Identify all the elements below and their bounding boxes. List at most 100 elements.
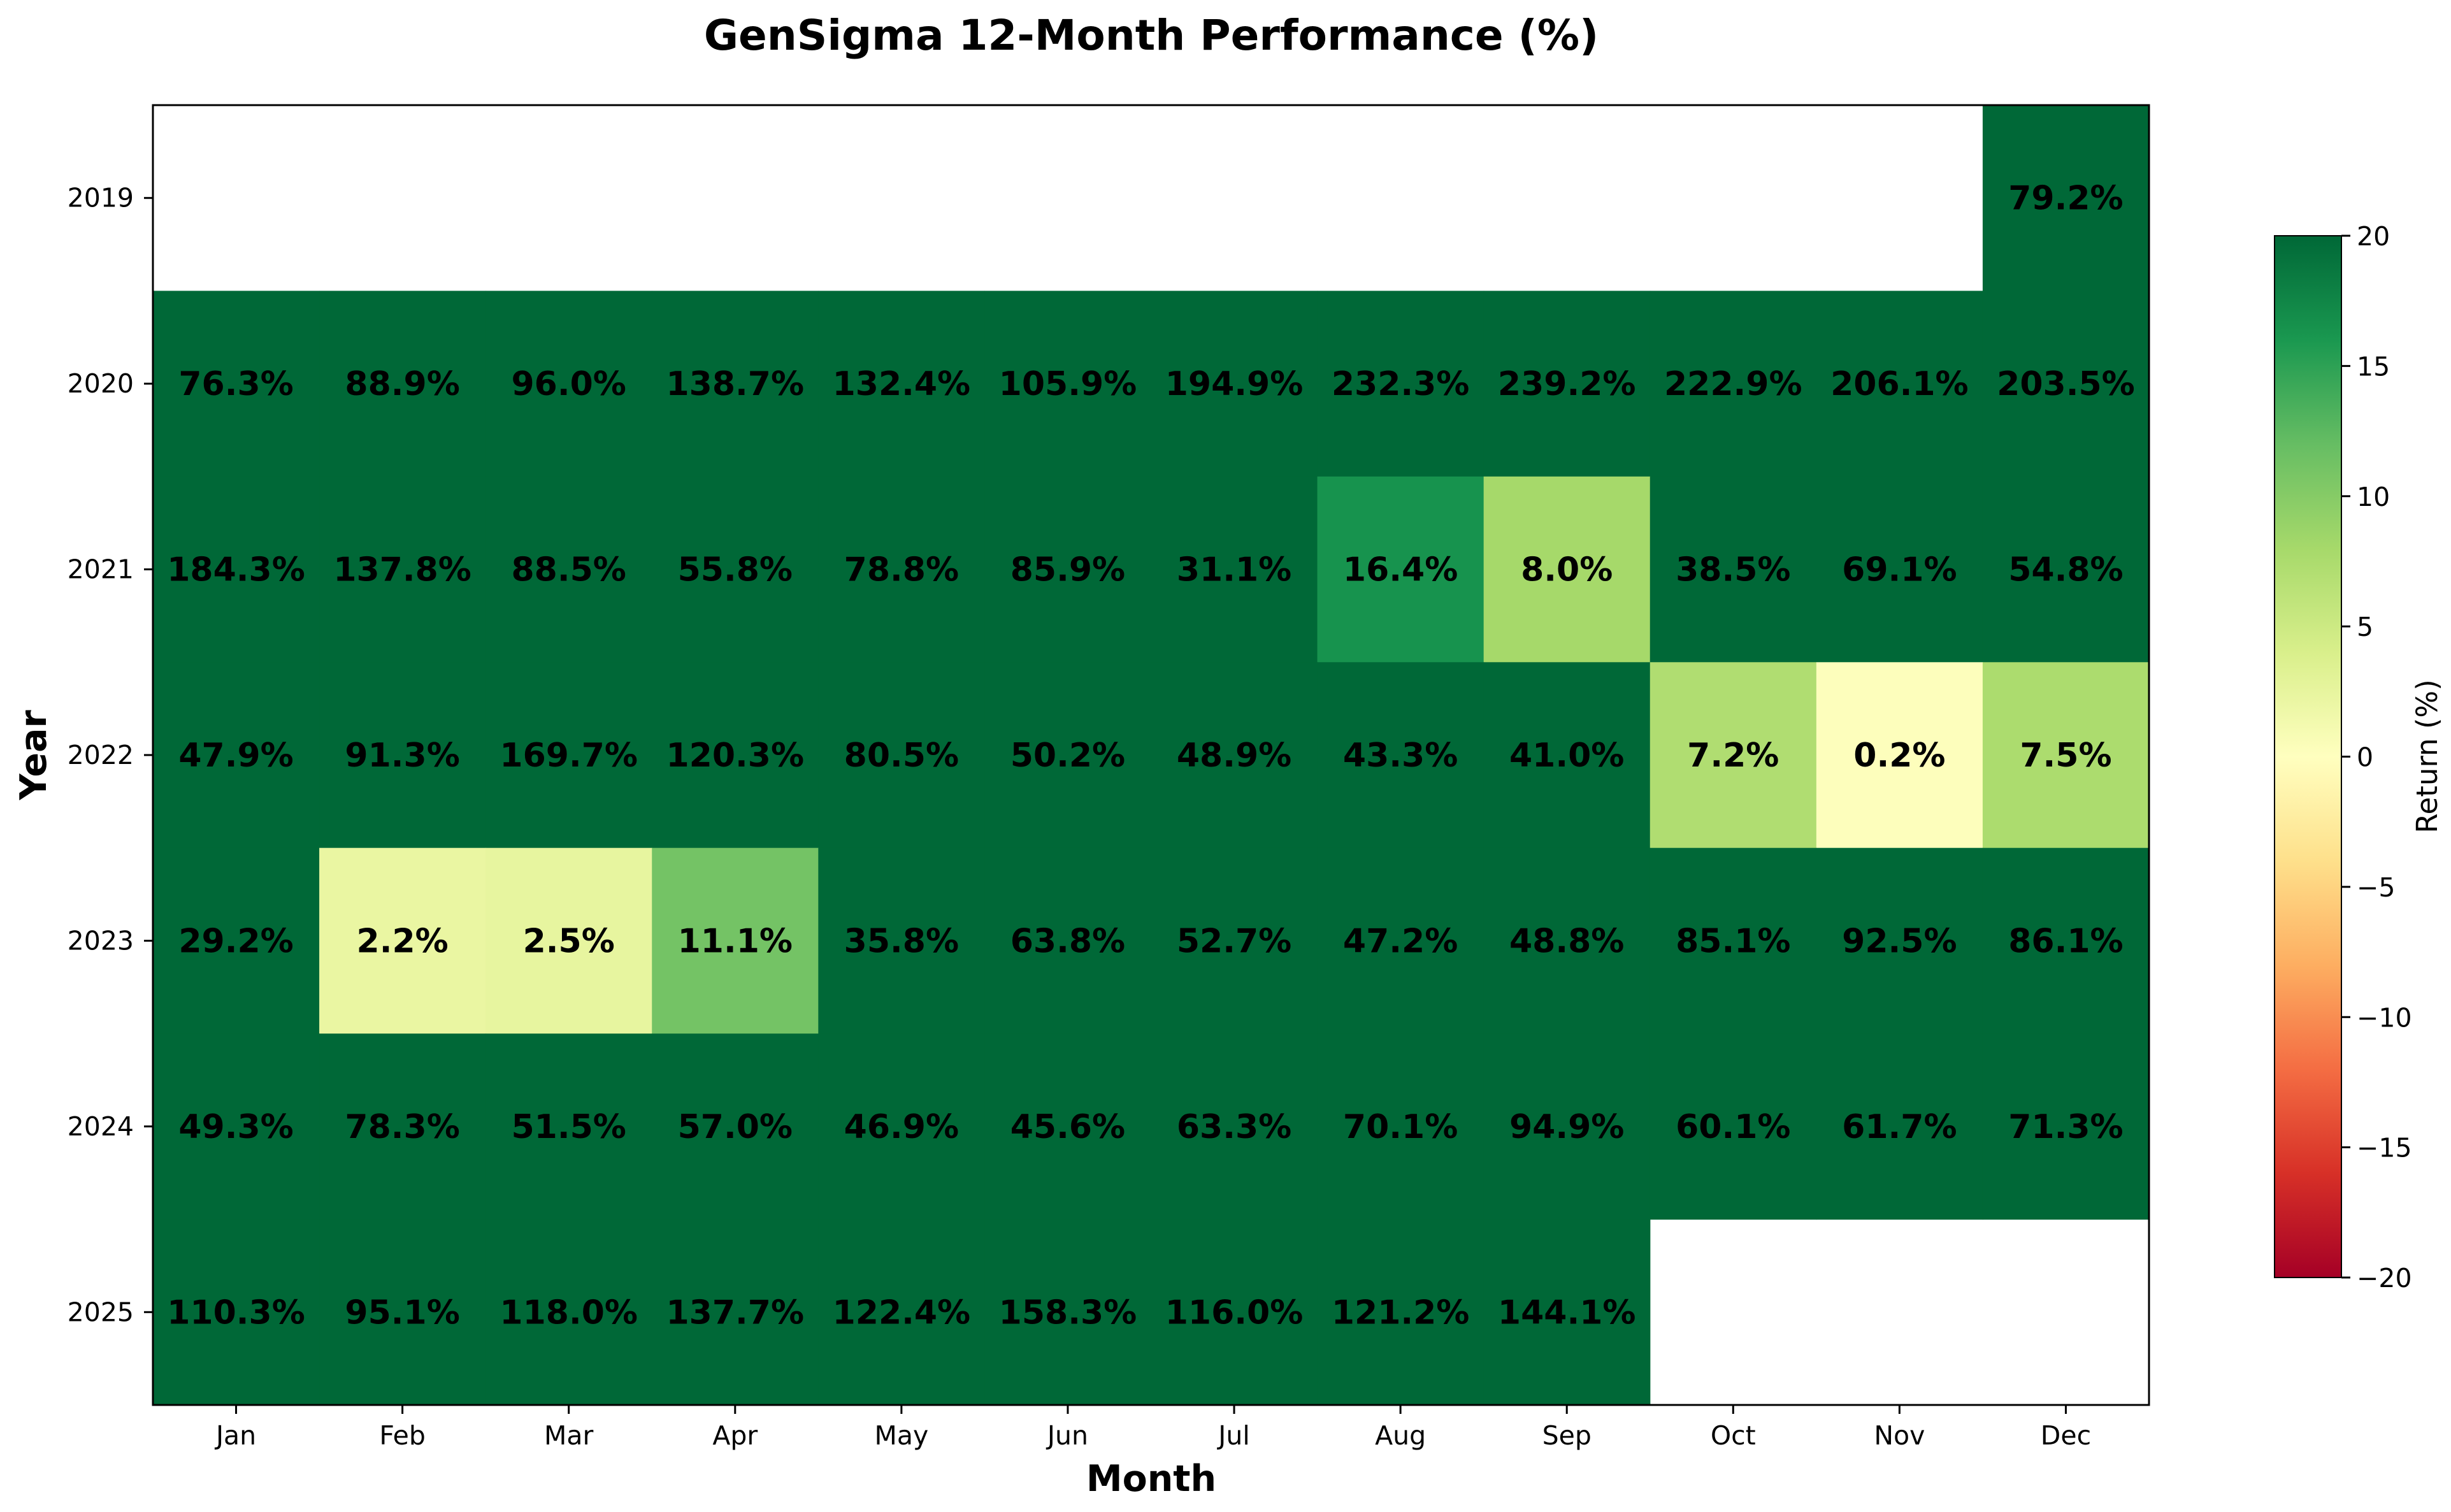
heatmap-cell bbox=[1650, 1033, 1817, 1220]
heatmap-cell bbox=[1317, 476, 1484, 663]
heatmap-cell bbox=[1816, 847, 1983, 1034]
colorbar-tick-label: 5 bbox=[2357, 612, 2373, 642]
heatmap-cell bbox=[1816, 476, 1983, 663]
heatmap-cell bbox=[1483, 476, 1651, 663]
y-tick-label: 2025 bbox=[68, 1297, 134, 1327]
cell-value-label: 47.9% bbox=[178, 737, 293, 775]
cell-value-label: 194.9% bbox=[1165, 365, 1304, 403]
x-tick-label: Mar bbox=[544, 1420, 593, 1451]
cell-value-label: 41.0% bbox=[1509, 737, 1624, 775]
cell-value-label: 132.4% bbox=[833, 365, 971, 403]
heatmap-cell bbox=[1483, 1033, 1651, 1220]
heatmap-cell bbox=[1650, 476, 1817, 663]
heatmap-cell bbox=[818, 291, 986, 477]
x-tick-label: May bbox=[874, 1420, 928, 1451]
cell-value-label: 49.3% bbox=[178, 1108, 293, 1146]
heatmap-cell bbox=[1151, 1219, 1318, 1406]
heatmap-cell bbox=[1650, 662, 1817, 849]
cell-value-label: 7.2% bbox=[1687, 737, 1779, 775]
heatmap-cell bbox=[319, 1219, 486, 1406]
cell-value-label: 88.5% bbox=[512, 551, 626, 589]
cell-value-label: 45.6% bbox=[1010, 1108, 1125, 1146]
cell-value-label: 232.3% bbox=[1332, 365, 1470, 403]
heatmap-cell bbox=[153, 1219, 320, 1406]
heatmap-cell bbox=[1483, 1219, 1651, 1406]
heatmap-cell bbox=[1151, 476, 1318, 663]
cell-value-label: 86.1% bbox=[2008, 922, 2123, 960]
cell-value-label: 94.9% bbox=[1509, 1108, 1624, 1146]
cell-value-label: 8.0% bbox=[1521, 551, 1613, 589]
cell-value-label: 138.7% bbox=[666, 365, 804, 403]
cell-value-label: 61.7% bbox=[1842, 1108, 1957, 1146]
heatmap-cell bbox=[1483, 291, 1651, 477]
cell-value-label: 203.5% bbox=[1997, 365, 2135, 403]
cell-value-label: 120.3% bbox=[666, 737, 804, 775]
cell-value-label: 52.7% bbox=[1177, 922, 1291, 960]
heatmap-cell bbox=[319, 291, 486, 477]
y-axis-ticks: 2019 2020 2021 2022 2023 2024 2025 bbox=[68, 183, 153, 1327]
cell-value-label: 110.3% bbox=[167, 1293, 305, 1332]
cell-value-label: 47.2% bbox=[1343, 922, 1458, 960]
colorbar-tick-label: −15 bbox=[2357, 1133, 2412, 1163]
cell-value-label: 51.5% bbox=[512, 1108, 626, 1146]
heatmap-cell bbox=[1151, 662, 1318, 849]
heatmap-cell bbox=[319, 476, 486, 663]
heatmap-cell bbox=[984, 291, 1152, 477]
heatmap-cell bbox=[1816, 662, 1983, 849]
cell-value-label: 144.1% bbox=[1498, 1293, 1636, 1332]
x-tick-label: Oct bbox=[1711, 1420, 1756, 1451]
cell-value-label: 118.0% bbox=[500, 1293, 638, 1332]
cell-value-label: 184.3% bbox=[167, 551, 305, 589]
heatmap-cell bbox=[1816, 291, 1983, 477]
cell-value-label: 96.0% bbox=[512, 365, 626, 403]
y-tick-label: 2021 bbox=[68, 554, 134, 585]
cell-value-label: 105.9% bbox=[999, 365, 1137, 403]
heatmap-cell bbox=[984, 662, 1152, 849]
heatmap-cell bbox=[1982, 476, 2150, 663]
cell-value-label: 46.9% bbox=[844, 1108, 959, 1146]
heatmap-cell bbox=[1650, 291, 1817, 477]
cell-value-label: 7.5% bbox=[2020, 737, 2111, 775]
x-tick-label: Jun bbox=[1046, 1420, 1088, 1451]
heatmap-cell bbox=[818, 662, 986, 849]
heatmap-cell bbox=[1650, 847, 1817, 1034]
x-tick-label: Sep bbox=[1542, 1420, 1592, 1451]
heatmap-cell bbox=[984, 1219, 1152, 1406]
cell-value-label: 88.9% bbox=[345, 365, 459, 403]
heatmap-cells bbox=[153, 105, 2150, 1406]
cell-value-label: 60.1% bbox=[1676, 1108, 1790, 1146]
cell-value-label: 95.1% bbox=[345, 1293, 459, 1332]
heatmap-cell bbox=[1816, 1033, 1983, 1220]
heatmap-cell bbox=[818, 847, 986, 1034]
heatmap-cell bbox=[1483, 662, 1651, 849]
heatmap-cell bbox=[984, 476, 1152, 663]
colorbar-tick-label: −5 bbox=[2357, 872, 2395, 903]
cell-value-label: 79.2% bbox=[2008, 180, 2123, 218]
cell-value-label: 85.1% bbox=[1676, 922, 1790, 960]
cell-value-label: 91.3% bbox=[345, 737, 459, 775]
heatmap-cell bbox=[319, 847, 486, 1034]
heatmap-cell bbox=[153, 847, 320, 1034]
heatmap-cell bbox=[652, 662, 819, 849]
cell-value-label: 137.8% bbox=[333, 551, 471, 589]
heatmap-cell bbox=[485, 1033, 652, 1220]
cell-value-label: 206.1% bbox=[1830, 365, 1969, 403]
colorbar-tick-label: −10 bbox=[2357, 1002, 2412, 1033]
cell-value-label: 121.2% bbox=[1332, 1293, 1470, 1332]
colorbar bbox=[2274, 235, 2342, 1278]
x-tick-label: Dec bbox=[2041, 1420, 2091, 1451]
heatmap-cell bbox=[1982, 291, 2150, 477]
heatmap-cell-labels: 79.2% 76.3% 88.9% 96.0% 138.7% 132.4% 105.9% 19… bbox=[167, 180, 2135, 1332]
heatmap-cell bbox=[1151, 847, 1318, 1034]
cell-value-label: 2.2% bbox=[357, 922, 449, 960]
colorbar-ticks: −20 −15 −10 −5 0 5 10 15 20 bbox=[2341, 221, 2412, 1293]
x-axis-label: Month bbox=[1086, 1458, 1216, 1500]
cell-value-label: 63.3% bbox=[1177, 1108, 1291, 1146]
cell-value-label: 78.3% bbox=[345, 1108, 459, 1146]
heatmap-cell bbox=[485, 847, 652, 1034]
heatmap-cell bbox=[818, 1219, 986, 1406]
y-tick-label: 2019 bbox=[68, 183, 134, 213]
colorbar-tick-label: 0 bbox=[2357, 742, 2373, 773]
y-tick-label: 2023 bbox=[68, 925, 134, 956]
